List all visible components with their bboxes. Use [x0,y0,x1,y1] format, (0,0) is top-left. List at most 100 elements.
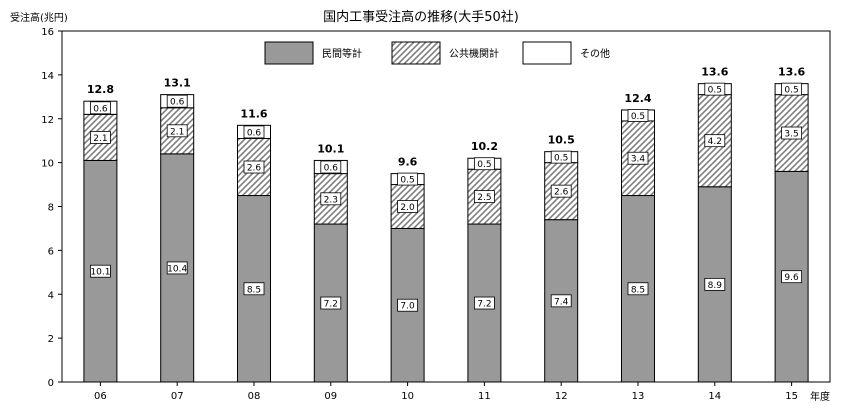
data-label-box [550,184,572,198]
data-label: 0.5 [477,160,491,170]
y-tick-label: 6 [48,246,54,257]
legend-label: 公共機関計 [449,47,499,60]
data-label: 7.2 [324,300,338,310]
x-axis-label: 年度 [810,390,830,403]
data-label: 0.6 [170,98,185,108]
total-label: 12.8 [87,83,114,96]
x-tick-label: 07 [171,391,184,402]
total-label: 10.5 [548,134,575,147]
data-label-box [243,160,265,174]
legend-swatch [391,41,441,65]
data-label-box [704,134,726,148]
y-axis-label: 受注高(兆円) [10,11,68,24]
data-label-box [397,298,419,312]
data-label: 0.5 [631,112,645,122]
data-label: 3.5 [784,130,798,140]
data-label-box [550,150,572,164]
y-tick-label: 0 [48,378,54,389]
total-label: 11.6 [240,107,267,120]
data-label-box [166,261,188,275]
legend-label: 民間等計 [322,47,362,60]
data-label: 0.5 [400,176,414,186]
x-tick-label: 13 [632,391,645,402]
data-label: 0.5 [708,86,722,96]
total-label: 13.6 [778,66,805,79]
data-label-box [397,172,419,186]
data-label-box [550,294,572,308]
data-label: 9.6 [784,273,799,283]
data-label: 0.5 [554,154,568,164]
legend-swatch [522,41,572,65]
data-label-box [627,282,649,296]
y-tick-label: 10 [41,159,54,170]
data-label: 4.2 [708,137,722,147]
data-label: 7.2 [477,300,491,310]
data-label: 2.1 [93,134,107,144]
data-label: 2.1 [170,127,184,137]
legend-swatch [264,41,314,65]
data-label: 3.4 [631,155,646,165]
data-label-box [90,130,111,144]
total-label: 13.1 [164,77,191,90]
data-label-box [704,277,726,291]
data-label: 0.5 [784,86,798,96]
data-label-box [90,101,111,115]
data-label: 0.6 [93,104,108,114]
y-tick-label: 8 [48,203,54,214]
data-label-box [704,82,726,96]
data-label: 2.0 [400,203,415,213]
y-tick-label: 12 [41,115,54,126]
data-label-box [397,200,419,213]
data-label-box [781,82,802,96]
data-label-box [473,157,495,171]
y-tick-label: 4 [48,290,54,301]
x-tick-label: 11 [478,391,491,402]
data-label-box [90,264,111,278]
data-label: 10.1 [90,268,110,278]
data-label-box [243,282,265,296]
x-tick-label: 15 [785,391,798,402]
data-label-box [473,190,495,204]
y-tick-label: 14 [41,71,54,82]
chart-title: 国内工事受注高の推移(大手50社) [323,9,519,25]
data-label-box [243,125,265,139]
data-label: 8.9 [708,281,723,291]
legend-label: その他 [580,47,610,60]
data-label: 10.4 [167,264,187,274]
x-tick-label: 06 [94,391,107,402]
y-tick-label: 2 [48,334,54,345]
x-tick-label: 09 [324,391,337,402]
total-label: 9.6 [398,156,418,169]
total-label: 12.4 [624,92,651,105]
total-label: 10.2 [471,140,498,153]
data-label: 2.6 [554,188,569,198]
data-label: 2.6 [247,164,262,174]
data-label-box [473,296,495,310]
data-label-box [166,124,188,138]
total-label: 10.1 [317,142,344,155]
data-label: 8.5 [631,285,645,295]
data-label-box [320,296,342,310]
bar-segment [697,94,732,188]
data-label-box [320,192,342,206]
data-label: 2.5 [477,193,491,203]
plot-area: 0 2 4 6 8 10 12 14 16 10.1 2.1 0.6 12.8 06 10.4 2.1 0.6 1… [41,27,831,402]
data-label-box [627,109,649,122]
data-label: 8.5 [247,285,261,295]
data-label: 7.4 [554,297,569,307]
data-label-box [320,160,342,174]
data-label: 7.0 [400,302,415,312]
data-label: 0.6 [247,128,262,138]
x-tick-label: 14 [708,391,721,402]
x-tick-label: 10 [401,391,414,402]
data-label-box [781,270,802,284]
legend: 民間等計 公共機関計 その他 [264,41,610,65]
x-tick-label: 08 [248,391,261,402]
data-label: 2.3 [324,195,338,205]
data-label-box [627,151,649,165]
data-label-box [781,126,802,140]
total-label: 13.6 [701,66,728,79]
data-label: 0.6 [324,164,339,174]
